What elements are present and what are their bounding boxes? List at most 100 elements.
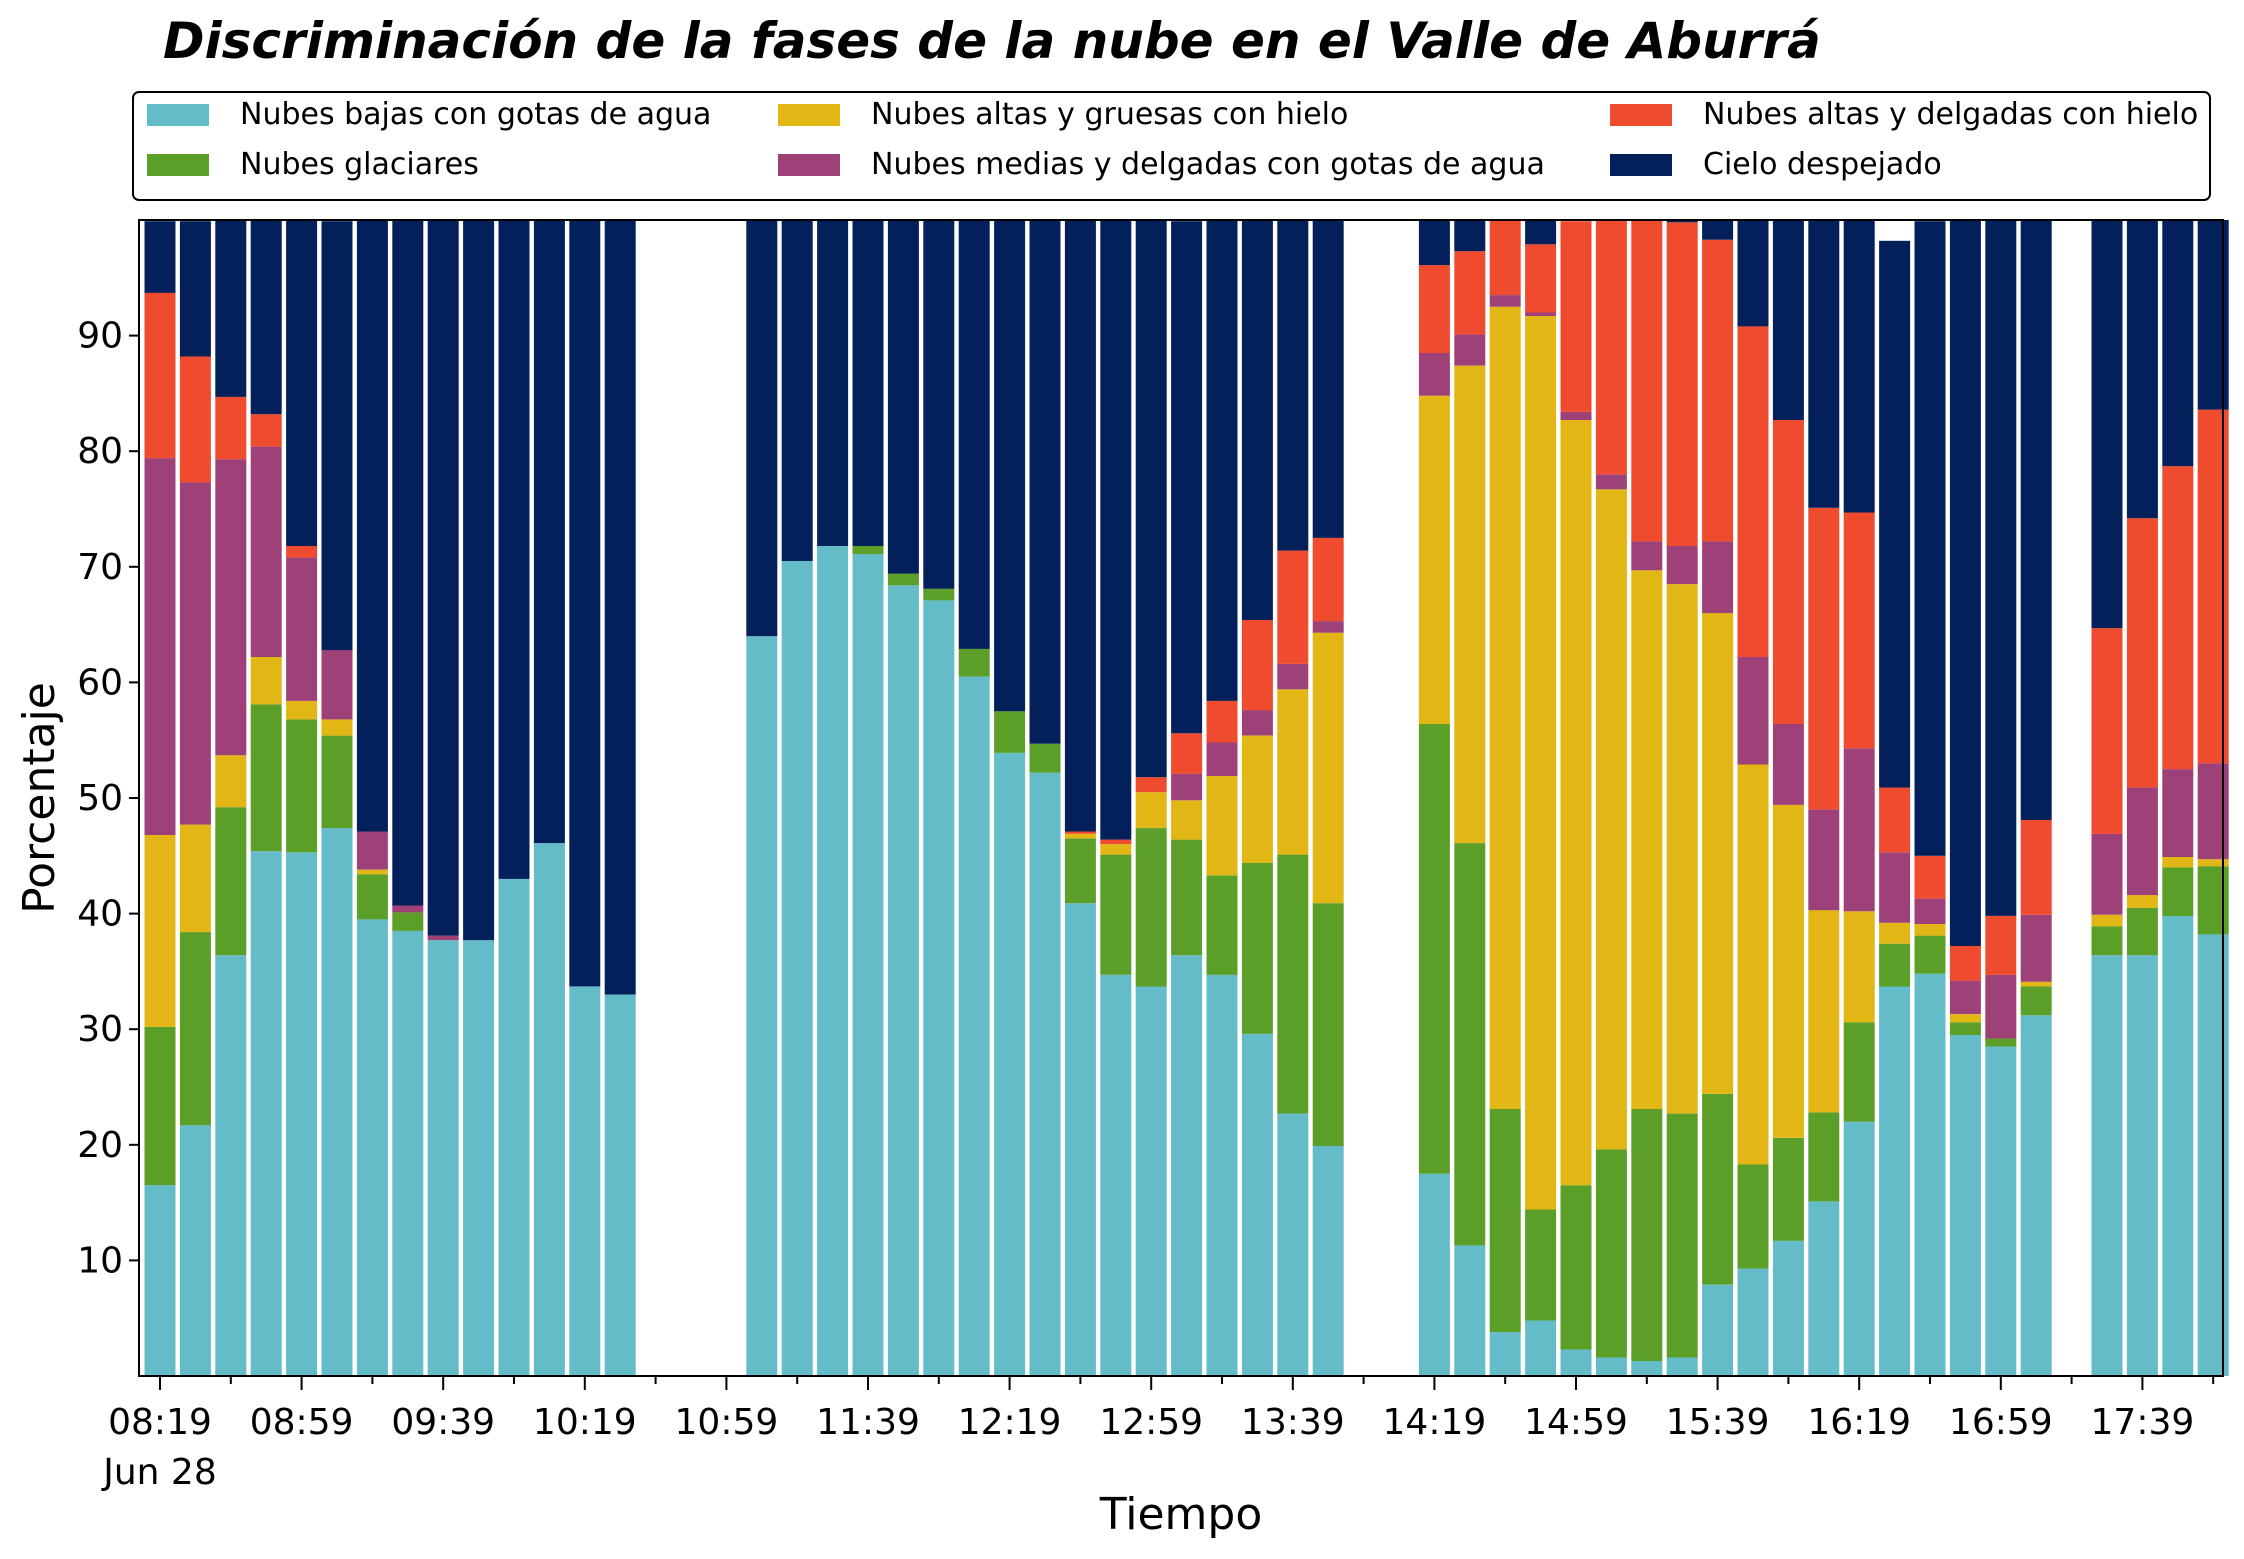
bar-segment	[1560, 221, 1592, 412]
bar-segment	[1206, 220, 1238, 701]
bar-segment	[179, 221, 211, 357]
bar-segment	[923, 588, 955, 601]
bar-segment	[1595, 220, 1627, 475]
y-tick-label: 60	[77, 662, 123, 703]
bar-segment	[852, 554, 884, 1376]
bar-segment	[2020, 914, 2052, 982]
bar-segment	[1560, 1185, 1592, 1350]
bar-segment	[1418, 395, 1450, 724]
y-tick-label: 80	[77, 431, 123, 472]
bar-segment	[2126, 518, 2158, 788]
bar-segment	[321, 221, 353, 651]
bar-segment	[498, 878, 530, 1376]
bar-segment	[1843, 512, 1875, 749]
bar-segment	[1702, 220, 1734, 240]
bar-segment	[2126, 907, 2158, 956]
bar-segment	[958, 676, 990, 1376]
bar-segment	[1914, 973, 1946, 1376]
bar-segment	[1631, 220, 1663, 542]
bar-segment	[852, 546, 884, 555]
bar-segment	[1029, 220, 1061, 744]
bar-segment	[1171, 800, 1203, 840]
bar-segment	[994, 711, 1026, 753]
bar-segment	[2126, 955, 2158, 1376]
bar-segment	[1312, 537, 1344, 622]
bar-segment	[1808, 809, 1840, 911]
bar-segment	[604, 994, 636, 1376]
bar-segment	[392, 912, 424, 931]
y-tick-label: 50	[77, 778, 123, 819]
legend-box	[132, 91, 2211, 201]
bar-segment	[2020, 986, 2052, 1016]
bar-segment	[1772, 1240, 1804, 1376]
bar-segment	[463, 940, 495, 1376]
bar-segment	[179, 482, 211, 825]
plot-area	[138, 219, 2229, 1377]
chart-title: Discriminación de la fases de la nube en…	[163, 12, 1821, 70]
bar-segment	[994, 220, 1026, 712]
bar-segment	[1171, 773, 1203, 801]
bar-segment	[144, 221, 176, 293]
bar-segment	[1277, 550, 1309, 664]
bar-segment	[286, 700, 318, 720]
bar-segment	[2020, 220, 2052, 820]
bar-segment	[1702, 239, 1734, 542]
bar-segment	[250, 220, 282, 415]
bar-segment	[1100, 839, 1132, 845]
bar-segment	[463, 220, 495, 941]
bar-segment	[1631, 1361, 1663, 1376]
legend-label: Nubes medias y delgadas con gotas de agu…	[871, 147, 1545, 182]
bar-segment	[1206, 875, 1238, 975]
bar-segment	[427, 940, 459, 1376]
bar-segment	[1808, 220, 1840, 508]
bar-segment	[286, 852, 318, 1376]
bar-segment	[1595, 474, 1627, 490]
x-tick-label: 17:39	[2091, 1402, 2195, 1443]
legend-swatch	[1610, 154, 1672, 176]
bar-segment	[1702, 613, 1734, 1094]
bar-segment	[286, 557, 318, 701]
bar-segment	[321, 719, 353, 736]
bar-segment	[1064, 838, 1096, 904]
bar-segment	[1277, 220, 1309, 551]
bar-segment	[1985, 1046, 2017, 1376]
legend-swatch	[778, 104, 840, 126]
bar-segment	[356, 220, 388, 832]
bar-segment	[1914, 855, 1946, 899]
bar-segment	[1206, 776, 1238, 876]
bar-segment	[1064, 833, 1096, 839]
legend-label: Nubes glaciares	[240, 147, 479, 182]
bar-segment	[1595, 489, 1627, 1150]
bar-segment	[2162, 466, 2194, 770]
legend-label: Cielo despejado	[1703, 147, 1942, 182]
x-tick-date-label: Jun 28	[101, 1452, 217, 1493]
bar-segment	[1879, 240, 1911, 788]
bar-segment	[2162, 220, 2194, 467]
bar-segment	[852, 220, 884, 546]
bar-segment	[1171, 955, 1203, 1376]
bar-segment	[179, 824, 211, 933]
bar-segment	[1312, 621, 1344, 633]
bar-segment	[2091, 926, 2123, 956]
bar-segment	[1666, 1357, 1698, 1376]
bar-segment	[1772, 804, 1804, 1138]
bar-segment	[2162, 857, 2194, 868]
bar-segment	[923, 220, 955, 589]
bar-segment	[1171, 733, 1203, 774]
bar-segment	[1914, 935, 1946, 974]
bar-segment	[1277, 689, 1309, 855]
bar-segment	[1100, 854, 1132, 975]
bar-segment	[1772, 420, 1804, 724]
bar-segment	[1418, 220, 1450, 266]
bar-segment	[1949, 1022, 1981, 1035]
bar-segment	[144, 1026, 176, 1186]
bar-segment	[286, 546, 318, 558]
bar-segment	[427, 220, 459, 936]
bar-segment	[250, 657, 282, 705]
bar-segment	[144, 292, 176, 459]
bar-segment	[1418, 1173, 1450, 1376]
x-tick-label: 12:59	[1099, 1402, 1203, 1443]
bar-segment	[215, 459, 247, 756]
bar-segment	[1454, 843, 1486, 1246]
bar-segment	[1100, 844, 1132, 855]
